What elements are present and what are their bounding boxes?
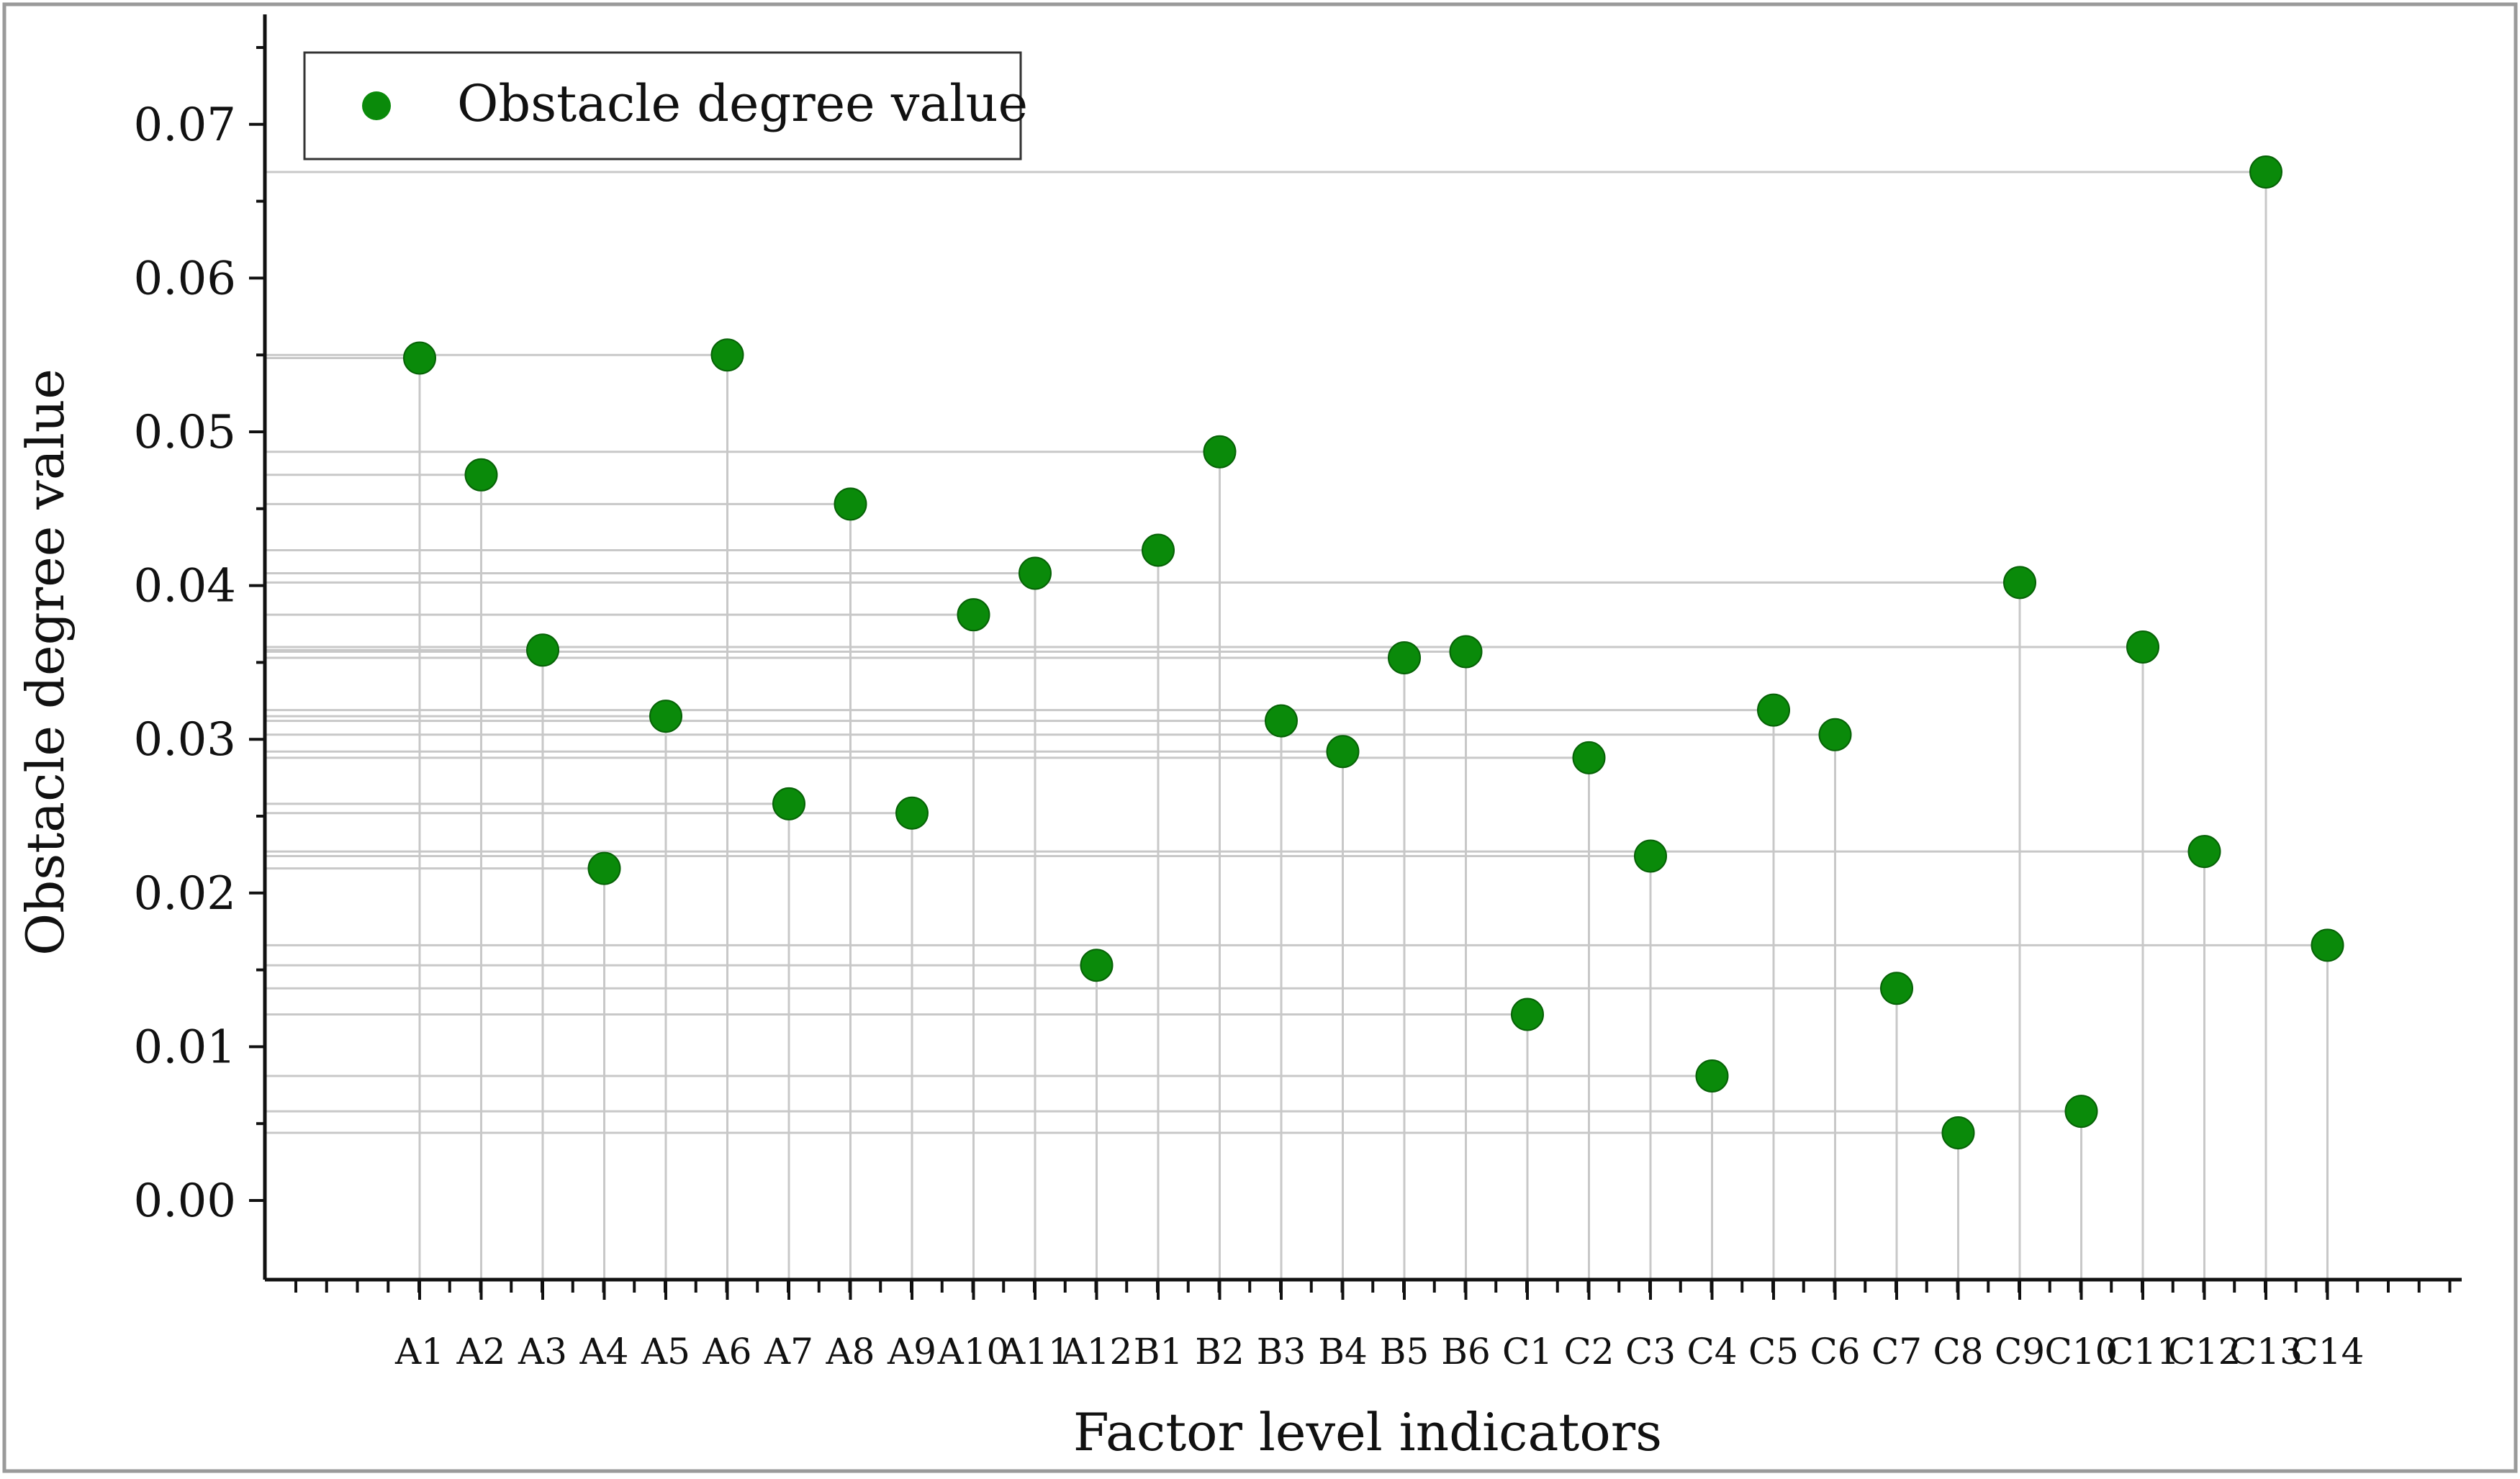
x-tick-label: C1 [1502, 1331, 1553, 1372]
y-tick-label: 0.00 [134, 1175, 237, 1228]
y-tick-label: 0.03 [134, 713, 237, 766]
data-points [403, 155, 2344, 1150]
x-tick-label: A8 [826, 1331, 875, 1372]
x-tick-label: C9 [1995, 1331, 2045, 1372]
data-point-b2 [1203, 435, 1237, 469]
data-point-b3 [1265, 704, 1298, 738]
drop-lines [265, 171, 2329, 1280]
data-point-c4 [1695, 1059, 1729, 1093]
data-point-c12 [2187, 835, 2221, 869]
x-tick-label: C11 [2106, 1331, 2180, 1372]
x-tick-label: A12 [1060, 1331, 1133, 1372]
data-point-c6 [1818, 718, 1852, 751]
data-point-a12 [1080, 949, 1114, 982]
y-axis-ticks: 0.00 0.01 0.02 0.03 0.04 0.05 0.06 0.07 [134, 46, 265, 1228]
data-point-c1 [1511, 998, 1544, 1031]
legend-marker [362, 91, 391, 120]
data-point-c2 [1572, 741, 1606, 774]
x-tick-label: A3 [518, 1331, 567, 1372]
x-tick-label: C2 [1563, 1331, 1614, 1372]
data-point-c5 [1757, 693, 1790, 727]
x-tick-label: B1 [1134, 1331, 1183, 1372]
data-point-a8 [834, 487, 867, 521]
x-tick-label: C4 [1686, 1331, 1737, 1372]
legend: Obstacle degree value [303, 51, 1028, 160]
data-point-a11 [1019, 556, 1052, 590]
x-tick-label: A6 [703, 1331, 752, 1372]
y-tick-label: 0.04 [134, 560, 237, 613]
legend-box [303, 51, 1022, 160]
y-tick-label: 0.02 [134, 867, 237, 921]
x-tick-label: C12 [2168, 1331, 2241, 1372]
data-point-c10 [2064, 1095, 2098, 1129]
x-tick-label: A11 [998, 1331, 1071, 1372]
x-tick-label: C10 [2045, 1331, 2118, 1372]
x-tick-label: A2 [456, 1331, 506, 1372]
x-tick-label: C8 [1933, 1331, 1983, 1372]
x-tick-label: B2 [1195, 1331, 1245, 1372]
x-tick-label: C13 [2229, 1331, 2303, 1372]
y-axis-title: Obstacle degree value [15, 368, 76, 956]
x-tick-label: A7 [764, 1331, 813, 1372]
x-axis-title: Factor level indicators [1073, 1402, 1662, 1462]
y-tick-label: 0.05 [134, 406, 237, 459]
data-point-a5 [649, 700, 682, 733]
x-tick-label: C6 [1810, 1331, 1860, 1372]
data-point-b4 [1326, 735, 1360, 769]
x-tick-label: C7 [1871, 1331, 1922, 1372]
data-point-c11 [2126, 630, 2159, 664]
x-tick-label: B5 [1380, 1331, 1430, 1372]
data-point-a3 [526, 633, 559, 667]
data-point-a1 [403, 341, 436, 375]
y-tick-label: 0.06 [134, 252, 237, 305]
x-tick-label: B6 [1441, 1331, 1491, 1372]
x-tick-label: B4 [1318, 1331, 1368, 1372]
x-tick-label: B3 [1257, 1331, 1306, 1372]
x-tick-label: C14 [2291, 1331, 2365, 1372]
y-tick-label: 0.01 [134, 1021, 237, 1074]
data-point-a2 [464, 458, 498, 492]
data-point-c14 [2311, 928, 2344, 962]
data-point-c13 [2249, 155, 2282, 189]
x-tick-label: A5 [641, 1331, 690, 1372]
data-point-a6 [710, 338, 744, 372]
legend-label: Obstacle degree value [457, 74, 1028, 133]
data-point-c9 [2003, 566, 2036, 600]
data-point-b6 [1449, 635, 1483, 669]
x-tick-label: A1 [394, 1331, 444, 1372]
data-point-a10 [957, 598, 990, 632]
x-tick-label: C3 [1625, 1331, 1676, 1372]
x-tick-label: A4 [579, 1331, 629, 1372]
data-point-b5 [1388, 641, 1421, 674]
data-point-b1 [1142, 533, 1175, 567]
y-tick-label: 0.07 [134, 99, 237, 152]
data-point-c8 [1941, 1116, 1975, 1150]
axes [263, 14, 2462, 1282]
data-point-a4 [587, 851, 621, 885]
data-point-a7 [772, 787, 805, 820]
x-tick-label: C5 [1748, 1331, 1799, 1372]
data-point-a9 [895, 796, 929, 830]
x-tick-label: A9 [887, 1331, 936, 1372]
x-tick-label: A10 [937, 1331, 1010, 1372]
data-point-c7 [1880, 972, 1913, 1005]
data-point-c3 [1634, 839, 1667, 873]
